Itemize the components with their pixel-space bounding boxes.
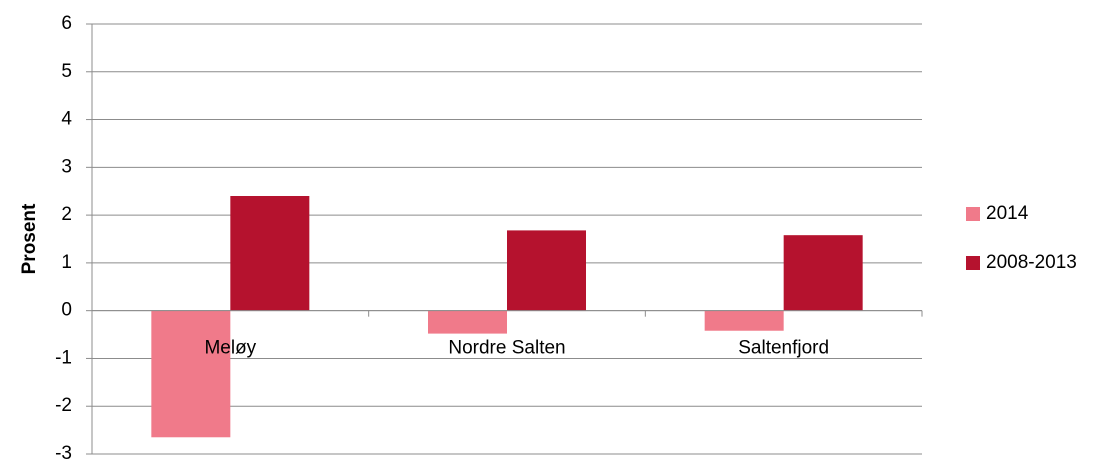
legend-swatch: [966, 256, 980, 270]
bar: [704, 310, 784, 331]
bar: [507, 230, 586, 311]
y-tick-label: -3: [55, 443, 72, 462]
y-axis-label: Prosent: [19, 203, 40, 274]
bar: [230, 196, 310, 311]
bar: [151, 310, 231, 438]
y-tick-label: 5: [61, 61, 72, 82]
y-tick-label: 1: [61, 252, 72, 273]
y-tick-label: -2: [55, 395, 72, 416]
bar: [428, 310, 507, 334]
y-tick-label: 3: [61, 156, 72, 177]
y-tick-label: 0: [61, 300, 72, 321]
y-tick-label: 6: [61, 13, 72, 34]
y-tick-label: 2: [61, 204, 72, 225]
x-tick-label: Nordre Salten: [448, 338, 565, 359]
y-tick-label: -1: [55, 347, 72, 368]
bar: [783, 235, 863, 311]
legend-label: 2014: [986, 203, 1029, 224]
x-tick-label: Saltenfjord: [738, 338, 829, 359]
y-tick-label: 4: [61, 109, 72, 130]
x-tick-label: Meløy: [204, 338, 256, 359]
legend-swatch: [966, 207, 980, 221]
legend-label: 2008-2013: [986, 252, 1077, 273]
